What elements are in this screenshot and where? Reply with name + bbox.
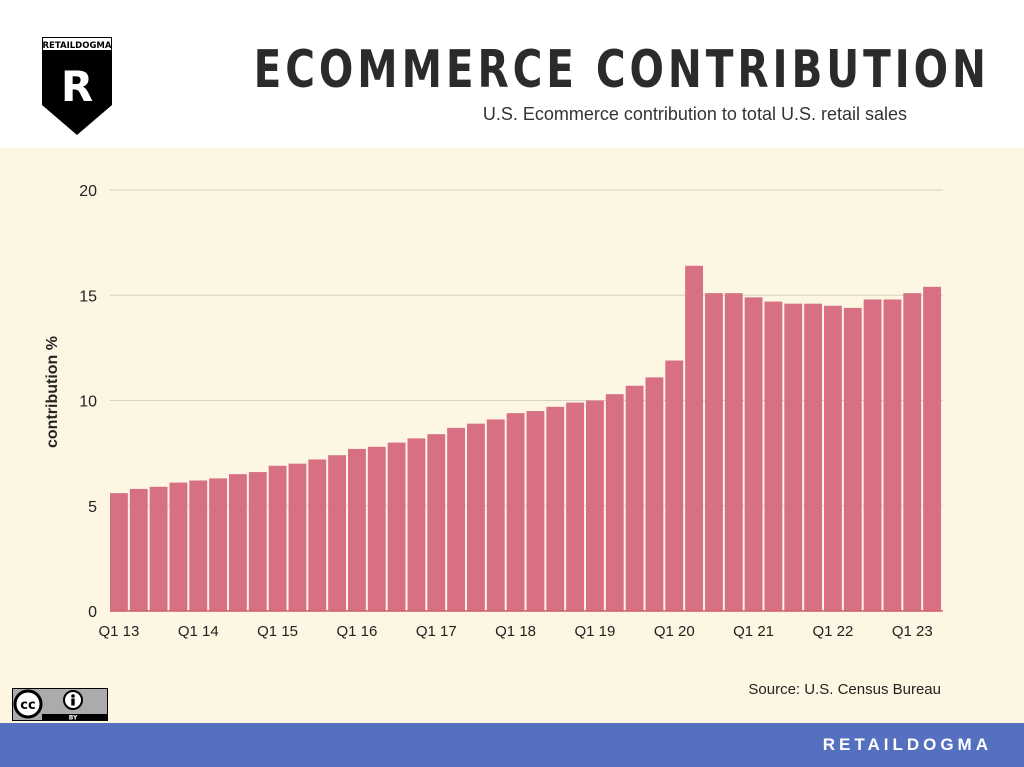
bar-q4-20 [724, 293, 743, 611]
cc-by-license-badge: cc BY [12, 688, 108, 721]
y-tick-label: 10 [79, 394, 97, 411]
y-tick-label: 0 [88, 604, 97, 621]
bar-q1-15 [268, 465, 287, 611]
y-tick-label: 20 [79, 183, 97, 200]
bar-q1-20 [665, 360, 684, 611]
x-tick-label: Q1 15 [257, 623, 298, 640]
footer-bar: RETAILDOGMA [0, 723, 1024, 767]
bar-q4-22 [883, 299, 902, 611]
bar-q4-21 [804, 303, 823, 611]
y-axis-label: contribution % [44, 336, 61, 448]
bar-q1-23 [903, 293, 922, 611]
bar-q3-14 [229, 474, 247, 611]
bar-q3-13 [149, 486, 168, 611]
bar-chart: 0 5 10 15 20 Q1 13 Q1 14 Q1 15 Q1 16 Q1 17 Q1 18 Q1… [44, 183, 943, 640]
x-tick-label: Q1 19 [574, 623, 615, 640]
bar-q4-17 [486, 419, 505, 611]
x-tick-label: Q1 17 [416, 623, 457, 640]
page-title: ECOMMERCE CONTRIBUTION [253, 40, 990, 100]
x-tick-label: Q1 22 [812, 623, 853, 640]
bar-q3-19 [625, 385, 644, 611]
bar-q2-22 [843, 307, 862, 611]
logo-text: RETAILDOGMA [43, 41, 112, 51]
bar-q3-16 [387, 442, 406, 611]
x-tick-label: Q1 18 [495, 623, 536, 640]
x-tick-label: Q1 13 [98, 623, 139, 640]
bar-q2-14 [209, 478, 228, 611]
x-tick-label: Q1 23 [892, 623, 933, 640]
header: RETAILDOGMA R ECOMMERCE CONTRIBUTION U.S… [0, 0, 1024, 148]
bar-q2-17 [447, 427, 466, 611]
source-note: Source: U.S. Census Bureau [748, 681, 941, 698]
bar-q2-23 [923, 286, 942, 611]
bar-q3-18 [546, 406, 565, 611]
x-tick-label: Q1 14 [178, 623, 219, 640]
bar-q1-17 [427, 434, 446, 611]
bar-q1-13 [110, 493, 128, 611]
y-tick-label: 15 [79, 288, 97, 305]
bar-q4-19 [645, 377, 664, 611]
page-subtitle: U.S. Ecommerce contribution to total U.S… [482, 104, 907, 124]
bar-q3-20 [705, 293, 723, 611]
bar-q1-14 [189, 480, 208, 611]
cc-icon: cc [20, 698, 35, 713]
bar-q4-18 [566, 402, 585, 611]
bar-q4-16 [407, 438, 426, 611]
logo-letter: R [61, 62, 93, 111]
retaildogma-logo: RETAILDOGMA R [42, 37, 112, 135]
bar-q4-13 [169, 482, 188, 611]
x-tick-label: Q1 16 [336, 623, 377, 640]
bar-q2-13 [129, 488, 148, 611]
by-label: BY [69, 715, 78, 722]
bar-q4-15 [328, 455, 347, 611]
x-tick-label: Q1 21 [733, 623, 774, 640]
footer-brand: RETAILDOGMA [822, 735, 992, 754]
bar-q2-16 [367, 446, 386, 611]
bar-q1-22 [824, 305, 842, 611]
bar-q3-17 [467, 423, 485, 611]
bar-q1-19 [586, 400, 604, 611]
bar-q3-15 [308, 459, 327, 611]
x-tick-label: Q1 20 [654, 623, 695, 640]
bar-q2-21 [764, 301, 783, 611]
bar-q4-14 [248, 472, 267, 611]
bar-q2-18 [526, 411, 545, 611]
bar-q1-18 [506, 413, 525, 611]
y-tick-label: 5 [88, 499, 97, 516]
bar-q3-21 [784, 303, 803, 611]
bar-q2-19 [605, 394, 624, 611]
chart-area: 0 5 10 15 20 Q1 13 Q1 14 Q1 15 Q1 16 Q1 17 Q1 18 Q1… [0, 148, 1024, 723]
bar-q2-15 [288, 463, 307, 611]
bar-q1-16 [348, 448, 366, 611]
bar-q3-22 [863, 299, 882, 611]
bar-q1-21 [744, 297, 763, 611]
bar-q2-20 [685, 265, 704, 611]
